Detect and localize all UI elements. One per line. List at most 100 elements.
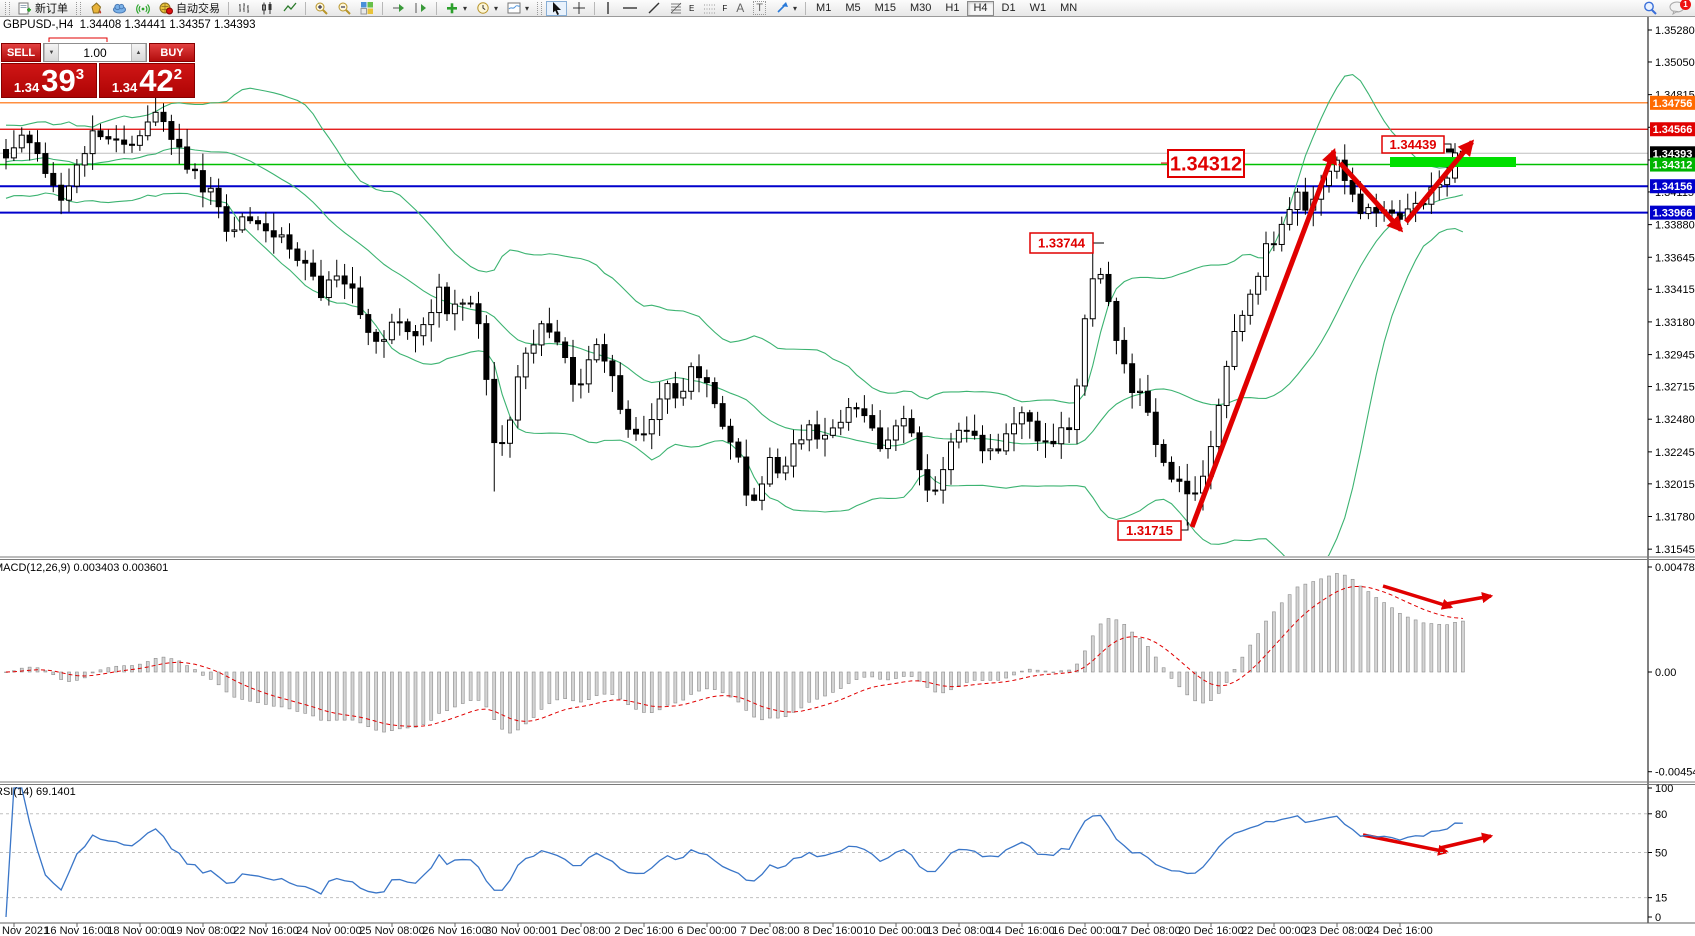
trendline-tool-button[interactable] — [643, 1, 665, 16]
macd-bar — [287, 671, 292, 710]
price-annotation-label[interactable]: 1.33744 — [1029, 232, 1094, 254]
macd-bar — [366, 671, 371, 727]
timeframe-w1[interactable]: W1 — [1024, 1, 1053, 16]
bar-chart-button[interactable] — [233, 1, 255, 16]
volume-down-button[interactable]: ▼ — [44, 44, 59, 61]
timeframe-m30[interactable]: M30 — [904, 1, 937, 16]
macd-bar — [933, 671, 938, 693]
toolbar-grip[interactable] — [5, 1, 10, 15]
macd-bar — [1153, 656, 1158, 673]
axis-tick-label: 0.00 — [1655, 667, 1676, 679]
autotrade-button[interactable]: 自动交易 — [155, 1, 224, 16]
candle-body — [751, 494, 758, 501]
periods-button[interactable]: ▾ — [472, 1, 502, 16]
zoom-in-button[interactable] — [310, 1, 332, 16]
macd-bar — [823, 671, 827, 697]
cursor-tool-button[interactable] — [546, 0, 568, 16]
macd-bar — [51, 671, 56, 675]
candle-body — [664, 383, 671, 400]
macd-bar — [319, 671, 323, 721]
arrows-tool-button[interactable]: ▾ — [771, 1, 801, 16]
price-annotation-label[interactable]: 1.31715 — [1117, 520, 1182, 541]
label-tool-button[interactable]: T — [749, 1, 770, 16]
macd-bar — [1035, 669, 1040, 673]
chart-shift-button[interactable] — [410, 1, 432, 16]
line-chart-button[interactable] — [279, 1, 301, 16]
bid-price[interactable]: 1.34 39 3 — [1, 63, 97, 98]
auto-scroll-button[interactable] — [387, 1, 409, 16]
indicators-button[interactable]: ▾ — [441, 1, 471, 16]
candle-body — [1097, 273, 1104, 280]
trend-arrow[interactable] — [1404, 139, 1475, 224]
macd-bar — [397, 671, 402, 730]
macd-bar — [634, 671, 638, 710]
sell-button[interactable]: SELL — [1, 43, 41, 62]
caret-down-icon: ▾ — [793, 3, 798, 13]
vline-tool-button[interactable] — [599, 1, 617, 16]
rsi-arrow[interactable] — [1362, 833, 1450, 856]
bid-point: 3 — [75, 66, 85, 83]
hline-tool-button[interactable] — [618, 1, 642, 16]
search-button[interactable] — [1638, 1, 1662, 16]
macd-arrow[interactable] — [1382, 584, 1454, 610]
candle-body — [955, 429, 962, 443]
ask-price[interactable]: 1.34 42 2 — [99, 63, 195, 98]
zoom-out-button[interactable] — [333, 1, 355, 16]
chat-button[interactable]: 1 — [1663, 0, 1693, 16]
timeframe-m5[interactable]: M5 — [839, 1, 866, 16]
candle-body — [538, 323, 545, 346]
macd-bar — [878, 671, 882, 680]
candlestick-chart-button[interactable] — [256, 1, 278, 16]
candle-body — [1042, 440, 1049, 443]
candle-body — [50, 172, 57, 186]
toolbar-grip[interactable] — [76, 1, 81, 15]
crosshair-tool-button[interactable] — [568, 1, 590, 16]
text-tool-button[interactable]: A — [732, 1, 748, 16]
trend-arrow[interactable] — [1338, 161, 1404, 233]
timeframe-h1[interactable]: H1 — [939, 1, 965, 16]
timeframe-mn[interactable]: MN — [1054, 1, 1083, 16]
trend-arrow[interactable] — [1189, 148, 1337, 528]
tile-windows-button[interactable] — [356, 1, 378, 16]
cloud-button[interactable] — [108, 1, 131, 16]
candle-body — [325, 279, 332, 299]
buy-button[interactable]: BUY — [149, 43, 195, 62]
macd-bar — [618, 671, 623, 700]
price-annotation-label[interactable]: 1.34439 — [1381, 135, 1445, 154]
candle-body — [247, 216, 254, 222]
timeframe-h4[interactable]: H4 — [967, 0, 994, 16]
time-tick-label: 13 Dec 08:00 — [926, 925, 991, 936]
new-order-button[interactable]: 新订单 — [14, 1, 72, 16]
axis-tick-label: 50 — [1655, 848, 1667, 860]
candle-body — [1231, 330, 1238, 367]
fibonacci-tool-button[interactable]: E — [666, 1, 698, 16]
macd-bar — [390, 671, 394, 731]
candle-body — [837, 421, 844, 429]
candle-body — [318, 275, 324, 299]
rsi-arrow[interactable] — [1439, 832, 1494, 850]
candle-body — [1066, 427, 1073, 431]
timeframe-m1[interactable]: M1 — [810, 1, 837, 16]
toolbar-grip[interactable] — [537, 1, 543, 15]
signal-button[interactable] — [132, 1, 154, 16]
candle-body — [255, 220, 261, 225]
time-tick-label: 2 Dec 16:00 — [614, 925, 673, 936]
grid-tool-button[interactable]: F — [699, 1, 731, 16]
timeframe-d1[interactable]: D1 — [996, 1, 1022, 16]
price-annotation-label[interactable]: 1.34312 — [1167, 149, 1245, 178]
macd-bar — [1342, 574, 1347, 673]
macd-bar — [555, 671, 560, 701]
template-button[interactable]: ▾ — [503, 1, 533, 16]
volume-input[interactable] — [59, 44, 131, 61]
candle-body — [286, 234, 293, 250]
styler-button[interactable] — [85, 1, 107, 16]
candle-body — [892, 425, 899, 441]
search-icon — [1644, 1, 1657, 15]
macd-bar — [1319, 578, 1323, 673]
macd-bar — [169, 658, 174, 673]
bollinger-lower — [5, 192, 1464, 556]
timeframe-m15[interactable]: M15 — [869, 1, 902, 16]
volume-up-button[interactable]: ▲ — [131, 44, 146, 61]
macd-arrow[interactable] — [1445, 592, 1494, 606]
